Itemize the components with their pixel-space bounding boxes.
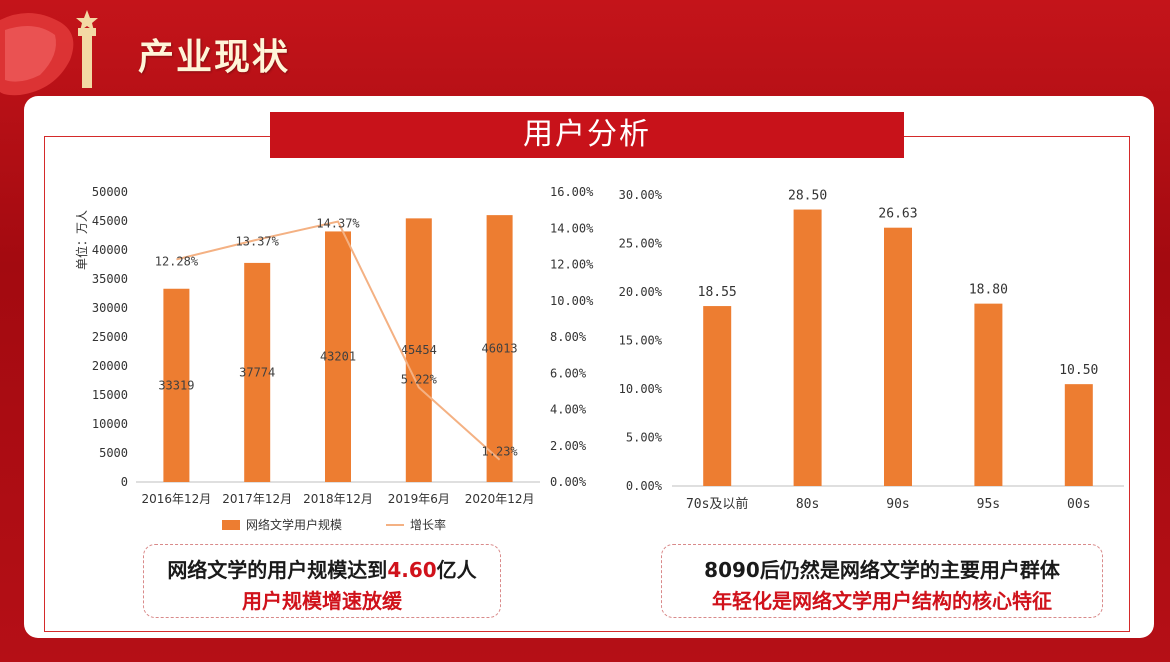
- chart1-bar-label: 37774: [239, 365, 275, 379]
- chart2-xtick-label: 70s及以前: [686, 496, 748, 512]
- page-title: 产业现状: [138, 37, 291, 78]
- chart1-y2tick-label: 16.00%: [550, 185, 594, 199]
- chart1-y2tick-label: 8.00%: [550, 330, 587, 344]
- chart1-ytick-label: 45000: [92, 214, 128, 228]
- chart1-ytick-label: 15000: [92, 388, 128, 402]
- chart1-xtick-label: 2016年12月: [141, 492, 211, 506]
- chart1-xtick-label: 2020年12月: [465, 492, 535, 506]
- chart1-bar: [325, 231, 351, 482]
- chart1-ytick-label: 35000: [92, 272, 128, 286]
- chart1-legend-line-label: 增长率: [410, 517, 446, 532]
- chart1-y2tick-label: 14.00%: [550, 221, 594, 235]
- chart2-bar-label: 10.50: [1059, 363, 1098, 378]
- chart1-line-label: 5.22%: [401, 372, 438, 386]
- caption-left-prefix: 网络文学的用户规模达到: [167, 558, 388, 582]
- chart2-bar: [884, 227, 912, 486]
- caption-right-line2: 年轻化是网络文学用户结构的核心特征: [712, 589, 1052, 613]
- chart2-ytick-label: 15.00%: [619, 334, 663, 348]
- chart1-y2tick-label: 0.00%: [550, 475, 587, 489]
- chart1-y2tick-label: 10.00%: [550, 294, 594, 308]
- chart1-bar: [486, 215, 513, 482]
- chart2-xtick-label: 95s: [977, 497, 1000, 512]
- chart1-bar-label: 33319: [158, 378, 194, 392]
- chart1-legend-bar-label: 网络文学用户规模: [246, 517, 342, 532]
- chart1-ytick-label: 25000: [92, 330, 128, 344]
- caption-left: 网络文学的用户规模达到4.60亿人 用户规模增速放缓: [143, 544, 501, 618]
- chart2-ytick-label: 5.00%: [626, 431, 663, 445]
- chart2-ytick-label: 25.00%: [619, 237, 663, 251]
- chart2-xtick-label: 90s: [886, 497, 909, 512]
- chart1-xtick-label: 2017年12月: [222, 492, 292, 506]
- chart2-bar-label: 26.63: [878, 207, 917, 222]
- chart2-bar-label: 28.50: [788, 189, 827, 204]
- chart1-growth-line: [176, 220, 501, 461]
- chart2-bar: [703, 306, 732, 486]
- chart1-ylabel: 单位：万人: [74, 210, 89, 270]
- chart2-bar-label: 18.55: [698, 285, 737, 300]
- chart1-xtick-label: 2019年6月: [388, 492, 450, 506]
- flag-icon: [0, 10, 98, 96]
- chart1-ytick-label: 0: [121, 475, 128, 489]
- chart2-ytick-label: 10.00%: [619, 382, 663, 396]
- caption-left-highlight: 4.60: [387, 558, 437, 582]
- chart1-bar: [244, 262, 271, 482]
- chart1-bar: [405, 218, 432, 482]
- chart1-line-label: 13.37%: [236, 235, 280, 249]
- chart1-y2tick-label: 4.00%: [550, 403, 587, 417]
- chart1-y2tick-label: 6.00%: [550, 366, 587, 380]
- caption-right: 8090后仍然是网络文学的主要用户群体 年轻化是网络文学用户结构的核心特征: [661, 544, 1103, 618]
- caption-left-suffix: 亿人: [436, 558, 477, 582]
- chart1-y2tick-label: 2.00%: [550, 439, 587, 453]
- chart2-bar: [793, 209, 822, 487]
- chart1-ytick-label: 40000: [92, 243, 128, 257]
- chart2-xtick-label: 80s: [796, 497, 819, 512]
- chart1-ytick-label: 50000: [92, 185, 128, 199]
- caption-right-line1: 8090后仍然是网络文学的主要用户群体: [704, 558, 1060, 582]
- chart2-bar: [974, 303, 1003, 486]
- chart1-bar-label: 45454: [401, 343, 437, 357]
- chart1-ytick-label: 20000: [92, 359, 128, 373]
- section-banner: 用户分析: [270, 112, 904, 158]
- caption-left-line1: 网络文学的用户规模达到4.60亿人: [144, 554, 500, 583]
- caption-left-line2: 用户规模增速放缓: [242, 589, 402, 613]
- chart1-ytick-label: 30000: [92, 301, 128, 315]
- chart2-ytick-label: 0.00%: [626, 479, 663, 493]
- chart1-xtick-label: 2018年12月: [303, 492, 373, 506]
- chart1-bar: [163, 288, 190, 482]
- chart2-ytick-label: 30.00%: [619, 188, 663, 202]
- chart1-line-label: 12.28%: [155, 254, 199, 268]
- chart1-ytick-label: 5000: [99, 446, 128, 460]
- chart2-ytick-label: 20.00%: [619, 285, 663, 299]
- chart2-bar: [1064, 384, 1093, 486]
- chart1-legend-bar-swatch: [222, 520, 240, 530]
- chart1-line-label: 1.23%: [482, 445, 519, 459]
- chart1-y2tick-label: 12.00%: [550, 258, 594, 272]
- chart1-bar-label: 46013: [482, 342, 518, 356]
- chart2-bar-label: 18.80: [969, 283, 1008, 298]
- chart1-line-label: 14.37%: [316, 217, 360, 231]
- chart2-xtick-label: 00s: [1067, 497, 1090, 512]
- chart1-bar-label: 43201: [320, 350, 356, 364]
- chart1-ytick-label: 10000: [92, 417, 128, 431]
